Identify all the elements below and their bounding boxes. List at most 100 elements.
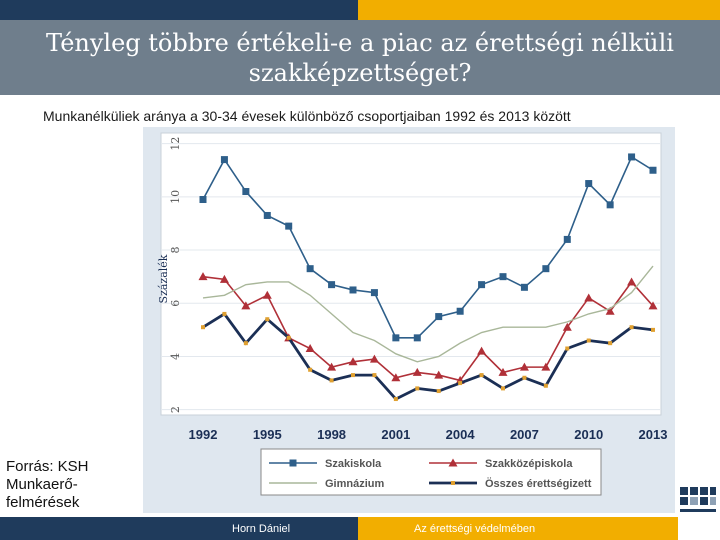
data-point: [562, 322, 572, 331]
data-point: [219, 274, 229, 283]
y-tick-label: 4: [169, 353, 182, 360]
data-point: [369, 354, 379, 363]
data-point: [627, 277, 637, 286]
line-chart: 2 4 6 8 10 12 1992 1995 1998 2001 2004 2007 2010 201…: [157, 132, 668, 496]
x-tick-label: 1998: [317, 427, 346, 442]
x-tick-label: 2004: [446, 427, 476, 442]
data-point: [242, 188, 250, 196]
x-tick-label: 2010: [574, 427, 603, 442]
data-point: [629, 325, 634, 330]
data-point: [393, 397, 398, 402]
data-point: [329, 378, 334, 383]
series-line-1: [202, 275, 654, 382]
data-point: [351, 373, 355, 378]
data-point: [306, 265, 314, 273]
legend-marker-1: [448, 458, 458, 467]
legend-label-1: Szakközépiskola: [485, 458, 573, 470]
data-point: [286, 335, 291, 340]
data-point: [605, 306, 615, 315]
data-point: [586, 338, 591, 343]
top-bar-gold: [358, 0, 720, 20]
data-point: [436, 389, 441, 394]
slide-title: Tényleg többre értékeli-e a piac az éret…: [46, 28, 674, 87]
data-point: [563, 235, 571, 243]
data-point: [585, 180, 593, 188]
data-point: [458, 381, 463, 386]
footer-motto: Az érettségi védelmében: [414, 523, 536, 535]
data-point: [498, 367, 508, 376]
series-group: [198, 153, 658, 402]
data-point: [349, 286, 357, 294]
data-point: [651, 327, 655, 332]
data-point: [608, 341, 613, 346]
data-point: [328, 281, 336, 289]
title-banner: Tényleg többre értékeli-e a piac az éret…: [0, 20, 720, 95]
data-point: [241, 301, 251, 310]
chart-subtitle: Munkanélküliek aránya a 30-34 évesek kül…: [43, 108, 571, 124]
data-point: [542, 265, 550, 273]
data-point: [499, 273, 507, 281]
data-point: [649, 166, 657, 174]
footer-bar: Horn Dániel Az érettségi védelmében: [0, 517, 720, 540]
data-point: [606, 201, 614, 209]
data-point: [372, 373, 377, 378]
footer-white: [678, 517, 720, 540]
legend-marker-0: [289, 459, 297, 467]
data-point: [565, 346, 570, 351]
footer-gold: [358, 517, 678, 540]
data-point: [308, 367, 313, 372]
data-point: [541, 362, 551, 371]
y-tick-label: 8: [169, 247, 182, 254]
footer-author: Horn Dániel: [232, 523, 291, 535]
y-tick-label: 12: [169, 137, 182, 151]
top-accent-bar: [0, 0, 720, 20]
footer-navy: [0, 517, 358, 540]
legend: Szakiskola Szakközépiskola Gimnázium Összes…: [269, 458, 592, 490]
data-point: [285, 222, 293, 230]
data-point: [327, 362, 337, 371]
x-tick-label: 2001: [381, 427, 410, 442]
data-point: [222, 311, 227, 316]
data-point: [198, 272, 208, 281]
data-point: [265, 317, 270, 322]
data-point: [243, 341, 248, 346]
data-point: [305, 343, 315, 352]
x-tick-label: 1995: [253, 427, 282, 442]
data-point: [220, 156, 228, 164]
x-tick-label: 2007: [510, 427, 539, 442]
top-bar-navy: [0, 0, 358, 20]
data-point: [584, 293, 594, 302]
series-line-3: [202, 312, 654, 401]
plot-area: [160, 132, 662, 416]
data-point: [628, 153, 636, 161]
legend-label-0: Szakiskola: [325, 458, 382, 470]
legend-label-2: Gimnázium: [325, 478, 385, 490]
x-tick-label: 2013: [639, 427, 668, 442]
chart-panel: 2 4 6 8 10 12 1992 1995 1998 2001 2004 2007 2010 201…: [143, 127, 675, 513]
data-point: [391, 373, 401, 382]
data-point: [262, 290, 272, 299]
data-point: [201, 325, 205, 330]
legend-marker-3: [451, 481, 455, 485]
legend-box: [260, 448, 602, 496]
data-point: [477, 346, 487, 355]
y-tick-label: 6: [169, 300, 182, 307]
data-point: [519, 362, 529, 371]
data-point: [501, 386, 505, 391]
data-point: [456, 307, 464, 315]
data-point: [648, 301, 658, 310]
source-note: Forrás: KSH Munkaerő-felmérések: [6, 458, 89, 511]
data-point: [543, 383, 548, 388]
data-point: [392, 334, 400, 342]
series-line-2: [202, 265, 654, 363]
data-point: [434, 370, 444, 379]
x-ticks: 1992 1995 1998 2001 2004 2007 2010 2013: [189, 427, 668, 442]
data-point: [522, 375, 527, 380]
institute-logo-icon: [680, 487, 716, 512]
data-point: [199, 196, 207, 204]
data-point: [415, 386, 420, 391]
data-point: [520, 283, 528, 291]
series-line-0: [202, 155, 654, 339]
data-point: [435, 313, 443, 321]
data-point: [479, 373, 484, 378]
